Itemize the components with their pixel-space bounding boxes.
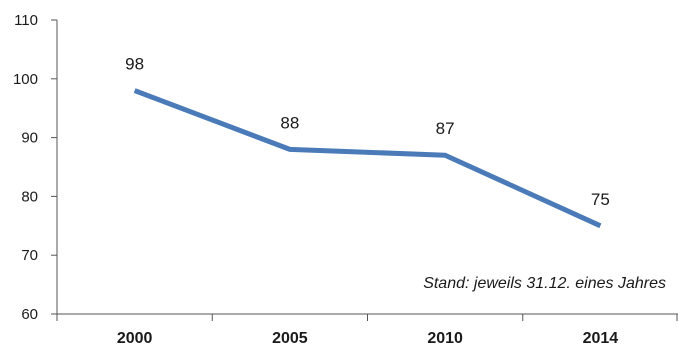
data-label: 88 [280,113,299,132]
series-line-group [133,88,602,229]
x-tick-label: 2014 [583,330,619,347]
y-tick-label: 60 [21,306,38,323]
chart-annotation: Stand: jeweils 31.12. eines Jahres [423,275,666,292]
y-tick-label: 110 [14,12,38,29]
y-tick-label: 70 [21,247,38,264]
data-label: 98 [125,55,144,74]
data-label: 75 [591,190,610,209]
data-label: 87 [436,119,455,138]
y-axis: 60 70 80 90 100 110 [13,12,58,323]
data-labels: 98 88 87 75 [125,55,610,209]
y-tick-label: 80 [21,188,38,205]
x-tick-label: 2000 [117,330,153,347]
x-tick-label: 2005 [272,330,308,347]
x-axis: 2000 2005 2010 2014 [56,313,678,347]
x-tick-label: 2010 [427,330,463,347]
y-tick-label: 90 [21,130,38,147]
y-tick-label: 100 [13,71,38,88]
series-line [133,88,602,229]
